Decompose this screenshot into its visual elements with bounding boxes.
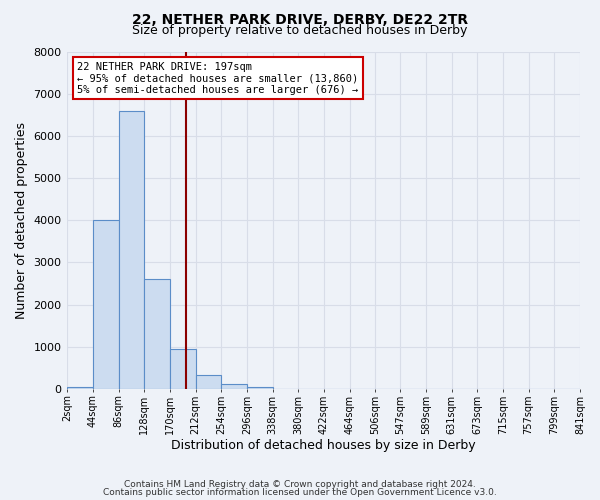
Bar: [119, 110, 144, 389]
Bar: [144, 279, 170, 389]
Bar: [67, 387, 93, 389]
Bar: [221, 384, 247, 389]
Text: 22, NETHER PARK DRIVE, DERBY, DE22 2TR: 22, NETHER PARK DRIVE, DERBY, DE22 2TR: [132, 12, 468, 26]
Bar: [196, 376, 221, 389]
Y-axis label: Number of detached properties: Number of detached properties: [15, 122, 28, 318]
Text: Contains HM Land Registry data © Crown copyright and database right 2024.: Contains HM Land Registry data © Crown c…: [124, 480, 476, 489]
Bar: [247, 387, 272, 389]
Text: Contains public sector information licensed under the Open Government Licence v3: Contains public sector information licen…: [103, 488, 497, 497]
Bar: [170, 349, 196, 389]
X-axis label: Distribution of detached houses by size in Derby: Distribution of detached houses by size …: [172, 440, 476, 452]
Text: Size of property relative to detached houses in Derby: Size of property relative to detached ho…: [133, 24, 467, 37]
Text: 22 NETHER PARK DRIVE: 197sqm
← 95% of detached houses are smaller (13,860)
5% of: 22 NETHER PARK DRIVE: 197sqm ← 95% of de…: [77, 62, 359, 95]
Bar: [93, 220, 119, 389]
